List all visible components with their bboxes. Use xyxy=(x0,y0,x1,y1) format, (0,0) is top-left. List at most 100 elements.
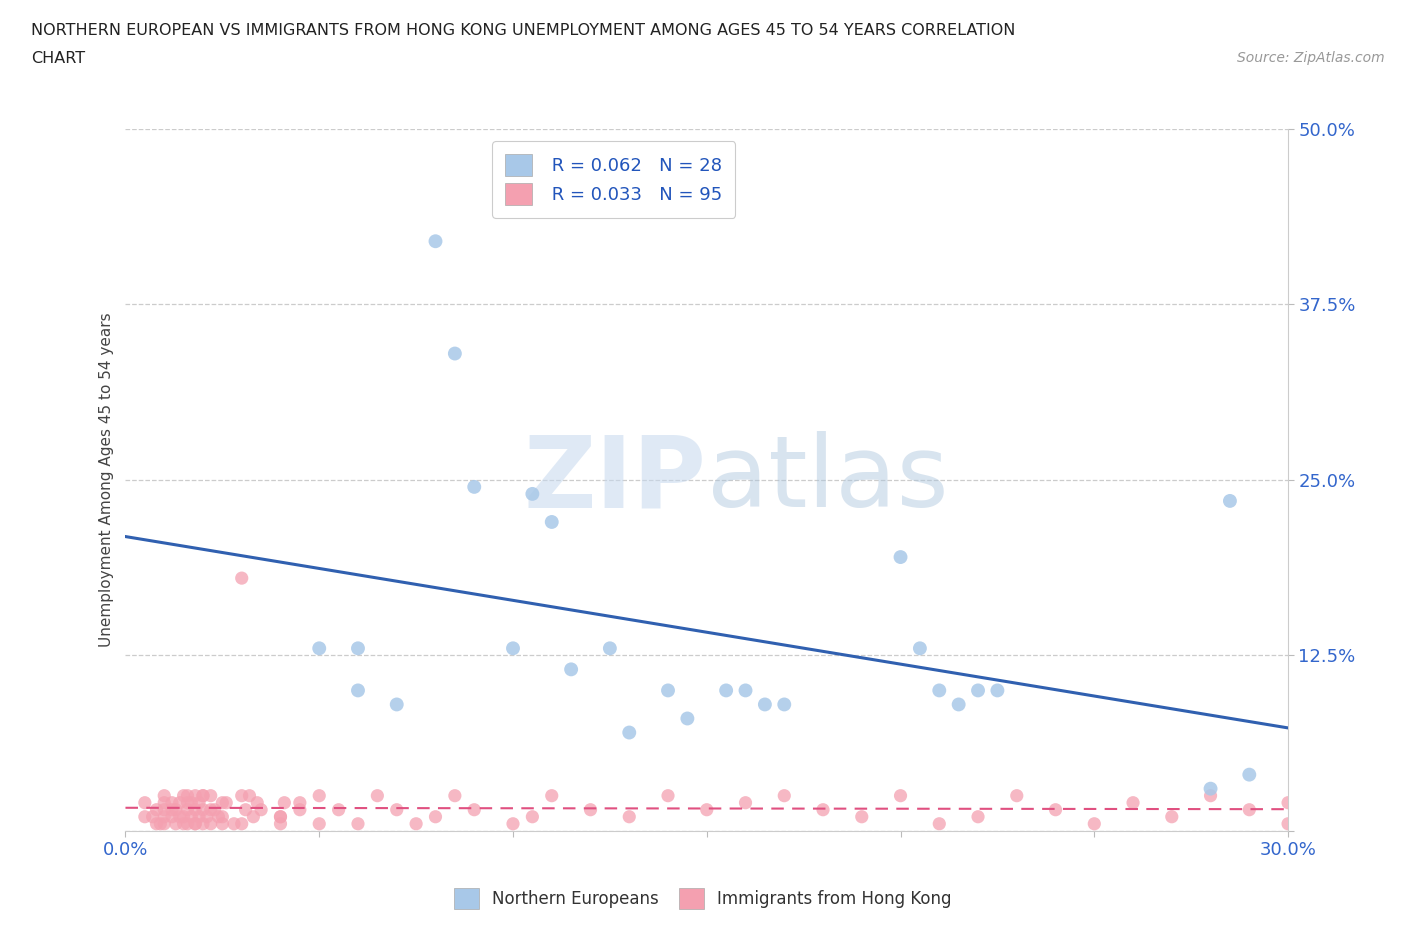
Point xyxy=(173,789,195,804)
Point xyxy=(211,795,233,810)
Point xyxy=(657,789,679,804)
Point xyxy=(184,803,207,817)
Point xyxy=(269,809,291,824)
Point xyxy=(463,480,485,495)
Point xyxy=(231,789,253,804)
Y-axis label: Unemployment Among Ages 45 to 54 years: Unemployment Among Ages 45 to 54 years xyxy=(100,312,114,647)
Point xyxy=(211,809,233,824)
Point xyxy=(195,809,218,824)
Point xyxy=(1199,789,1222,804)
Point xyxy=(1239,767,1261,782)
Point xyxy=(160,795,183,810)
Point xyxy=(811,803,834,817)
Point xyxy=(1005,789,1028,804)
Point xyxy=(238,789,260,804)
Point xyxy=(176,803,198,817)
Point xyxy=(1199,781,1222,796)
Point xyxy=(560,662,582,677)
Point xyxy=(385,697,408,711)
Point xyxy=(502,817,524,831)
Point xyxy=(188,795,211,810)
Point xyxy=(502,641,524,656)
Point xyxy=(176,789,198,804)
Point xyxy=(385,803,408,817)
Point xyxy=(1160,809,1182,824)
Point xyxy=(207,809,229,824)
Point xyxy=(1219,494,1241,509)
Point xyxy=(145,803,167,817)
Point xyxy=(967,809,990,824)
Point xyxy=(246,795,269,810)
Point xyxy=(619,809,641,824)
Point xyxy=(463,803,485,817)
Point xyxy=(328,803,350,817)
Point xyxy=(235,803,257,817)
Point xyxy=(308,641,330,656)
Text: ZIP: ZIP xyxy=(524,432,707,528)
Point xyxy=(754,697,776,711)
Point xyxy=(134,809,156,824)
Point xyxy=(191,803,214,817)
Point xyxy=(851,809,873,824)
Point xyxy=(773,697,796,711)
Point xyxy=(734,795,756,810)
Point xyxy=(288,803,311,817)
Point xyxy=(200,803,222,817)
Point xyxy=(579,803,602,817)
Point xyxy=(696,803,718,817)
Point xyxy=(180,795,202,810)
Point xyxy=(1277,817,1299,831)
Point xyxy=(619,725,641,740)
Point xyxy=(773,789,796,804)
Point xyxy=(169,795,191,810)
Point xyxy=(231,817,253,831)
Point xyxy=(184,789,207,804)
Point xyxy=(347,641,370,656)
Point xyxy=(200,817,222,831)
Point xyxy=(1277,795,1299,810)
Point xyxy=(444,346,467,361)
Point xyxy=(153,817,176,831)
Point xyxy=(191,789,214,804)
Point xyxy=(165,817,187,831)
Point xyxy=(188,809,211,824)
Point xyxy=(176,817,198,831)
Point xyxy=(734,683,756,698)
Point xyxy=(173,809,195,824)
Point xyxy=(153,789,176,804)
Point xyxy=(184,817,207,831)
Point xyxy=(967,683,990,698)
Text: atlas: atlas xyxy=(707,432,949,528)
Point xyxy=(522,486,544,501)
Point xyxy=(160,809,183,824)
Point xyxy=(134,795,156,810)
Point xyxy=(308,817,330,831)
Point xyxy=(149,817,172,831)
Point xyxy=(986,683,1008,698)
Point xyxy=(222,817,245,831)
Text: NORTHERN EUROPEAN VS IMMIGRANTS FROM HONG KONG UNEMPLOYMENT AMONG AGES 45 TO 54 : NORTHERN EUROPEAN VS IMMIGRANTS FROM HON… xyxy=(31,23,1015,38)
Point xyxy=(1239,803,1261,817)
Point xyxy=(204,803,226,817)
Legend: Northern Europeans, Immigrants from Hong Kong: Northern Europeans, Immigrants from Hong… xyxy=(446,880,960,917)
Point xyxy=(169,809,191,824)
Point xyxy=(908,641,931,656)
Point xyxy=(540,789,562,804)
Point xyxy=(180,809,202,824)
Point xyxy=(889,550,911,565)
Text: Source: ZipAtlas.com: Source: ZipAtlas.com xyxy=(1237,51,1385,65)
Point xyxy=(160,803,183,817)
Point xyxy=(1083,817,1105,831)
Point xyxy=(948,697,970,711)
Point xyxy=(153,809,176,824)
Point xyxy=(425,233,447,248)
Point xyxy=(231,571,253,586)
Point xyxy=(165,803,187,817)
Point xyxy=(211,817,233,831)
Point xyxy=(145,817,167,831)
Point xyxy=(191,817,214,831)
Point xyxy=(889,789,911,804)
Point xyxy=(1122,795,1144,810)
Point xyxy=(540,514,562,529)
Point xyxy=(928,683,950,698)
